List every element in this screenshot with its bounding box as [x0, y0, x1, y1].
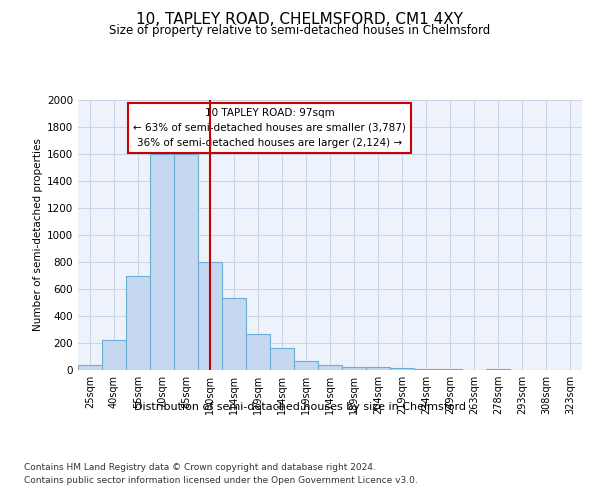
- Bar: [150, 154, 174, 370]
- Bar: [246, 334, 270, 370]
- Bar: [294, 361, 318, 370]
- Text: Contains public sector information licensed under the Open Government Licence v3: Contains public sector information licen…: [24, 476, 418, 485]
- Text: Contains HM Land Registry data © Crown copyright and database right 2024.: Contains HM Land Registry data © Crown c…: [24, 462, 376, 471]
- Y-axis label: Number of semi-detached properties: Number of semi-detached properties: [33, 138, 43, 332]
- Bar: [222, 298, 246, 370]
- Bar: [414, 369, 438, 370]
- Bar: [342, 366, 366, 370]
- Bar: [366, 368, 390, 370]
- Text: Size of property relative to semi-detached houses in Chelmsford: Size of property relative to semi-detach…: [109, 24, 491, 37]
- Bar: [318, 366, 342, 370]
- Text: 10 TAPLEY ROAD: 97sqm
← 63% of semi-detached houses are smaller (3,787)
36% of s: 10 TAPLEY ROAD: 97sqm ← 63% of semi-deta…: [133, 108, 406, 148]
- Bar: [174, 154, 198, 370]
- Bar: [270, 348, 294, 370]
- Bar: [102, 340, 126, 370]
- Bar: [78, 364, 102, 370]
- Text: Distribution of semi-detached houses by size in Chelmsford: Distribution of semi-detached houses by …: [134, 402, 466, 412]
- Text: 10, TAPLEY ROAD, CHELMSFORD, CM1 4XY: 10, TAPLEY ROAD, CHELMSFORD, CM1 4XY: [137, 12, 464, 28]
- Bar: [198, 262, 222, 370]
- Bar: [390, 368, 414, 370]
- Bar: [126, 276, 150, 370]
